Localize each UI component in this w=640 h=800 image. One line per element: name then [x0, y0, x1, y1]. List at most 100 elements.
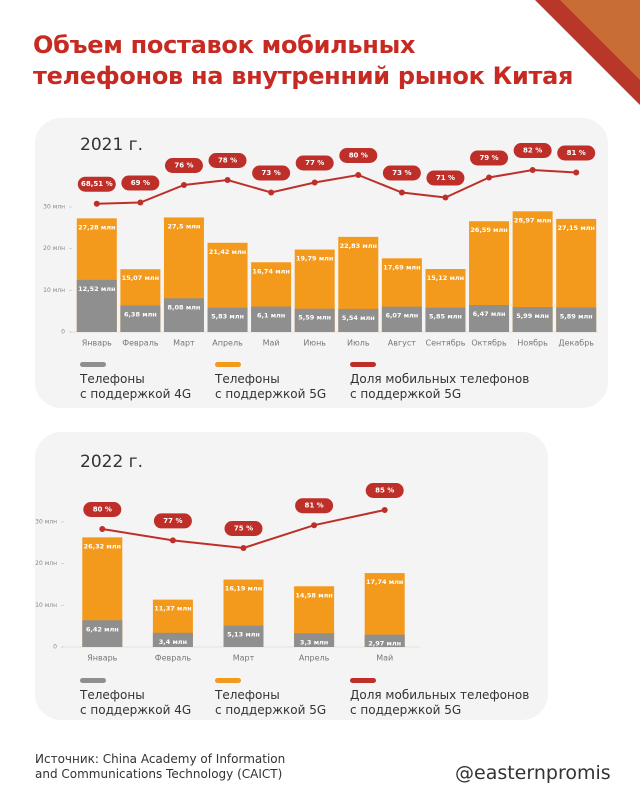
bar-value-label: 2,97 млн: [368, 640, 401, 648]
x-tick-label: Январь: [82, 339, 112, 348]
share-value-label: 78 %: [218, 157, 237, 165]
bar: [207, 307, 248, 332]
legend-label: Телефоны с поддержкой 4G: [80, 688, 192, 717]
share-value-label: 73 %: [262, 169, 281, 177]
chart-title: 2022 г.: [80, 452, 143, 472]
legend-marker: [80, 678, 106, 683]
x-tick-label: Январь: [87, 654, 117, 663]
x-tick-label: Май: [376, 654, 393, 663]
bar-value-label: 6,1 млн: [257, 312, 285, 320]
x-tick-label: Февраль: [122, 339, 159, 348]
bar-value-label: 16,19 млн: [225, 585, 262, 593]
share-line: [96, 168, 577, 205]
share-point: [398, 189, 405, 196]
bar-value-label: 28,97 млн: [514, 216, 551, 224]
share-value-label: 85 %: [375, 487, 394, 495]
legend-marker: [215, 678, 241, 683]
bar: [223, 625, 264, 647]
share-point: [180, 182, 187, 188]
bar-value-label: 6,42 млн: [86, 625, 119, 633]
bar: [512, 307, 553, 332]
x-tick-label: Август: [388, 339, 417, 348]
share-label-pill: [339, 148, 378, 163]
share-value-label: 71 %: [436, 174, 455, 182]
x-tick-label: Апрель: [212, 339, 243, 348]
share-value-label: 80 %: [93, 506, 112, 514]
y-tick-label: 10 млн: [43, 287, 65, 294]
bar-value-label: 5,59 млн: [298, 314, 331, 322]
bar-value-label: 6,47 млн: [473, 310, 506, 318]
share-point: [311, 522, 318, 529]
bar-value-label: 6,38 млн: [124, 310, 157, 318]
x-tick-label: Апрель: [299, 654, 330, 663]
share-value-label: 77 %: [305, 159, 324, 167]
share-label-pill: [557, 145, 596, 161]
share-value-label: 81 %: [304, 502, 323, 510]
share-point: [224, 177, 231, 183]
share-label-pill: [295, 155, 334, 171]
share-label-pill: [77, 176, 116, 192]
bar-value-label: 5,99 млн: [516, 312, 549, 320]
bar-value-label: 3,3 млн: [300, 638, 328, 646]
share-label-pill: [295, 498, 334, 514]
share-value-label: 75 %: [234, 525, 253, 533]
share-value-label: 80 %: [349, 152, 368, 160]
share-label-pill: [470, 150, 509, 166]
source: Источник: China Academy of Information a…: [35, 752, 286, 781]
bar-value-label: 17,69 млн: [383, 263, 420, 271]
card: [35, 432, 548, 720]
x-tick-label: Май: [263, 339, 280, 348]
share-value-label: 79 %: [479, 154, 498, 162]
legend-label: Телефоны с поддержкой 5G: [215, 372, 327, 401]
handle: @easternpromis: [455, 762, 611, 784]
bar-value-label: 5,89 млн: [560, 312, 593, 320]
bar-value-label: 21,42 млн: [209, 248, 246, 256]
y-tick-label: 0: [61, 329, 65, 336]
bar-value-label: 19,79 млн: [296, 255, 333, 263]
legend-label: Доля мобильных телефонов с поддержкой 5G: [350, 372, 530, 401]
bar: [152, 632, 193, 647]
bar-value-label: 5,83 млн: [211, 313, 244, 321]
legend-label: Телефоны с поддержкой 4G: [80, 372, 192, 401]
legend-marker: [350, 678, 376, 683]
y-tick-label: 20 млн: [35, 560, 57, 567]
bar-value-label: 11,37 млн: [154, 605, 191, 613]
bar: [364, 634, 405, 647]
share-label-pill: [121, 175, 160, 191]
share-label-pill: [252, 165, 291, 181]
y-tick-label: 0: [53, 644, 57, 651]
bar: [76, 279, 117, 332]
y-tick-label: 30 млн: [35, 519, 57, 526]
decor-carpet-pattern: [560, 0, 640, 80]
x-tick-label: Март: [233, 654, 255, 663]
legend-marker: [215, 362, 241, 367]
legend-label: Доля мобильных телефонов с поддержкой 5G: [350, 688, 530, 717]
x-tick-label: Март: [173, 339, 195, 348]
share-point: [381, 507, 388, 513]
share-point: [311, 179, 318, 186]
bar-value-label: 22,83 млн: [340, 242, 377, 250]
share-point: [355, 172, 362, 178]
x-tick-label: Декабрь: [558, 339, 594, 348]
bar: [163, 298, 204, 332]
share-label-pill: [153, 513, 192, 529]
share-value-label: 68,51 %: [81, 180, 113, 188]
share-label-pill: [224, 521, 263, 536]
x-tick-label: Октябрь: [471, 339, 507, 348]
bar-value-label: 5,54 млн: [342, 314, 375, 322]
x-tick-label: Июнь: [303, 339, 326, 348]
share-value-label: 82 %: [523, 147, 542, 155]
share-point: [442, 194, 449, 201]
bar: [251, 306, 292, 332]
share-value-label: 69 %: [131, 179, 150, 187]
bar: [381, 306, 422, 332]
share-label-pill: [208, 153, 247, 168]
page-title: Объем поставок мобильных телефонов на вн…: [33, 31, 574, 90]
share-point: [169, 537, 176, 544]
bar: [294, 633, 335, 647]
chart-title: 2021 г.: [80, 135, 143, 155]
share-label-pill: [365, 483, 404, 498]
bar-value-label: 12,52 млн: [78, 285, 115, 293]
legend-marker: [80, 362, 106, 367]
